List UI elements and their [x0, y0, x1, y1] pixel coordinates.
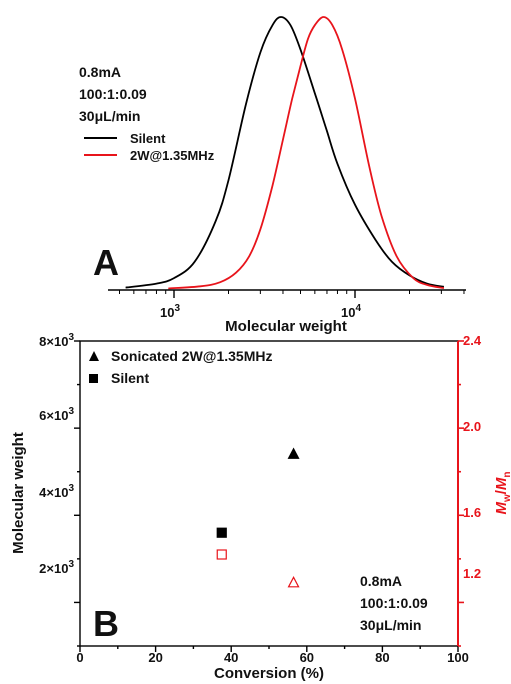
panel-b-legend: Sonicated 2W@1.35MHz Silent — [89, 348, 272, 386]
legend-label-sonicated: 2W@1.35MHz — [130, 148, 215, 163]
panel-b-x-tick-label-100: 100 — [447, 650, 469, 665]
panel-b-y2-ticks — [458, 340, 464, 647]
legend-label-sonicated-b: Sonicated 2W@1.35MHz — [111, 348, 272, 364]
panel-b-y2-tick-label-2.0: 2.0 — [463, 419, 481, 434]
panel-b-y-ticks — [74, 340, 80, 647]
panel-b-x-ticks — [79, 646, 459, 652]
panel-a-x-tick-label-10000: 104 — [341, 303, 361, 320]
panel-a-x-tick-label-1000: 103 — [160, 303, 180, 320]
panel-b-y2-tick-label-1.6: 1.6 — [463, 505, 481, 520]
panel-b-x-tick-label-0: 0 — [76, 650, 83, 665]
panel-b-point-1-0 — [216, 527, 227, 538]
panel-b: 0 20 40 60 80 100 Conversion (%) 2×103 4… — [10, 332, 511, 682]
panel-a-x-axis-label: Molecular weight — [225, 318, 347, 335]
panel-b-annotation-current: 0.8mA — [360, 573, 402, 589]
panel-b-point-0-0 — [287, 447, 300, 459]
panel-b-y-tick-label-8000: 8×103 — [39, 332, 74, 349]
panel-b-y-tick-label-6000: 6×103 — [39, 406, 74, 423]
panel-b-points — [216, 447, 300, 588]
panel-b-annotation-flow: 30μL/min — [360, 617, 421, 633]
panel-a-series-line-0 — [125, 16, 445, 289]
panel-a-minor-ticks — [119, 290, 465, 294]
panel-b-y-tick-label-4000: 4×103 — [39, 483, 74, 500]
panel-b-x-tick-label-80: 80 — [375, 650, 389, 665]
panel-b-x-tick-label-40: 40 — [224, 650, 238, 665]
panel-b-y-axis-label: Molecular weight — [10, 432, 27, 554]
panel-a-annotation-flow: 30μL/min — [79, 108, 140, 124]
panel-b-annotation-ratio: 100:1:0.09 — [360, 595, 428, 611]
panel-b-x-tick-label-20: 20 — [148, 650, 162, 665]
panel-b-letter: B — [93, 603, 119, 644]
legend-marker-triangle — [89, 351, 99, 361]
panel-b-y2-axis-label: Mw/Mn — [493, 471, 511, 514]
panel-b-point-3-0 — [287, 576, 300, 588]
panel-a-series-line-1 — [168, 16, 445, 290]
legend-label-silent: Silent — [130, 131, 166, 146]
panel-a-annotation-ratio: 100:1:0.09 — [79, 86, 147, 102]
panel-b-y2-tick-label-1.2: 1.2 — [463, 566, 481, 581]
panel-b-x-tick-label-60: 60 — [300, 650, 314, 665]
panel-a-legend: Silent 2W@1.35MHz — [84, 131, 215, 163]
panel-b-y2-tick-label-2.4: 2.4 — [463, 333, 482, 348]
legend-label-silent-b: Silent — [111, 370, 149, 386]
panel-a-annotation-current: 0.8mA — [79, 64, 121, 80]
panel-a: 103 104 Molecular weight A 0.8mA 100:1:0… — [79, 16, 466, 335]
panel-a-curves — [125, 16, 445, 290]
panel-a-letter: A — [93, 242, 119, 283]
panel-b-point-2-0 — [216, 549, 227, 560]
panel-b-x-axis-label: Conversion (%) — [214, 665, 324, 682]
legend-marker-square — [89, 374, 98, 383]
panel-b-y-tick-label-2000: 2×103 — [39, 559, 74, 576]
